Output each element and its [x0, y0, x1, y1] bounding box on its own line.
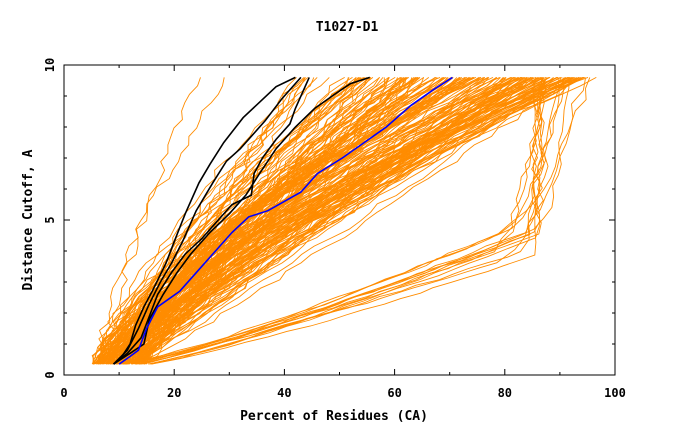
model-curve [142, 76, 558, 365]
model-curve [91, 76, 544, 365]
model-curve [142, 77, 470, 365]
model-curve [105, 77, 384, 365]
chart-title: T1027-D1 [316, 20, 379, 35]
model-curve [125, 77, 514, 365]
model-curve-tail [138, 77, 566, 365]
y-tick-label: 0 [43, 371, 57, 378]
model-curve [135, 77, 558, 365]
model-curve [136, 77, 368, 365]
highlight-curve-black [113, 76, 302, 365]
highlight-curve-black [113, 76, 296, 365]
model-curve [141, 77, 539, 365]
x-tick-label: 60 [387, 386, 401, 400]
model-curve [144, 76, 551, 365]
model-curve-tail [120, 77, 547, 365]
model-curve [109, 76, 501, 365]
model-curve-tail [143, 77, 591, 365]
model-curve [100, 77, 201, 365]
x-tick-label: 20 [167, 386, 181, 400]
model-curve [101, 77, 371, 365]
model-curve-tail [122, 77, 587, 365]
y-tick-label: 5 [43, 216, 57, 223]
model-curve [118, 76, 547, 365]
x-tick-label: 0 [60, 386, 67, 400]
x-axis-label: Percent of Residues (CA) [240, 409, 428, 424]
model-curve [141, 77, 386, 365]
highlight-curve-blue [118, 76, 453, 365]
model-curve [119, 77, 453, 365]
model-curve-tail [139, 77, 570, 365]
model-curve [136, 77, 512, 365]
model-curve-tail [151, 77, 539, 365]
model-curve [103, 77, 480, 365]
model-curve [120, 77, 528, 365]
y-axis-label: Distance Cutoff, A [21, 149, 36, 290]
axis-ticks: 0 20 40 60 80 100 0 5 10 [43, 58, 626, 400]
highlighted-models-curves [113, 76, 453, 365]
model-curve [99, 77, 306, 365]
model-curve [113, 77, 460, 365]
x-tick-label: 40 [277, 386, 291, 400]
model-curve [100, 76, 513, 365]
y-tick-label: 10 [43, 58, 57, 72]
model-curve [110, 77, 583, 365]
model-curve [91, 77, 374, 365]
model-curve [94, 77, 225, 365]
model-curve [138, 77, 572, 365]
model-curve [98, 77, 315, 365]
x-tick-label: 100 [604, 386, 626, 400]
x-tick-label: 80 [498, 386, 512, 400]
model-curve [138, 77, 572, 365]
model-curve [145, 77, 561, 365]
model-curve-tail [125, 77, 560, 365]
model-curve [128, 77, 389, 365]
highlight-curve-black [113, 77, 310, 365]
other-models-curves [91, 76, 597, 365]
